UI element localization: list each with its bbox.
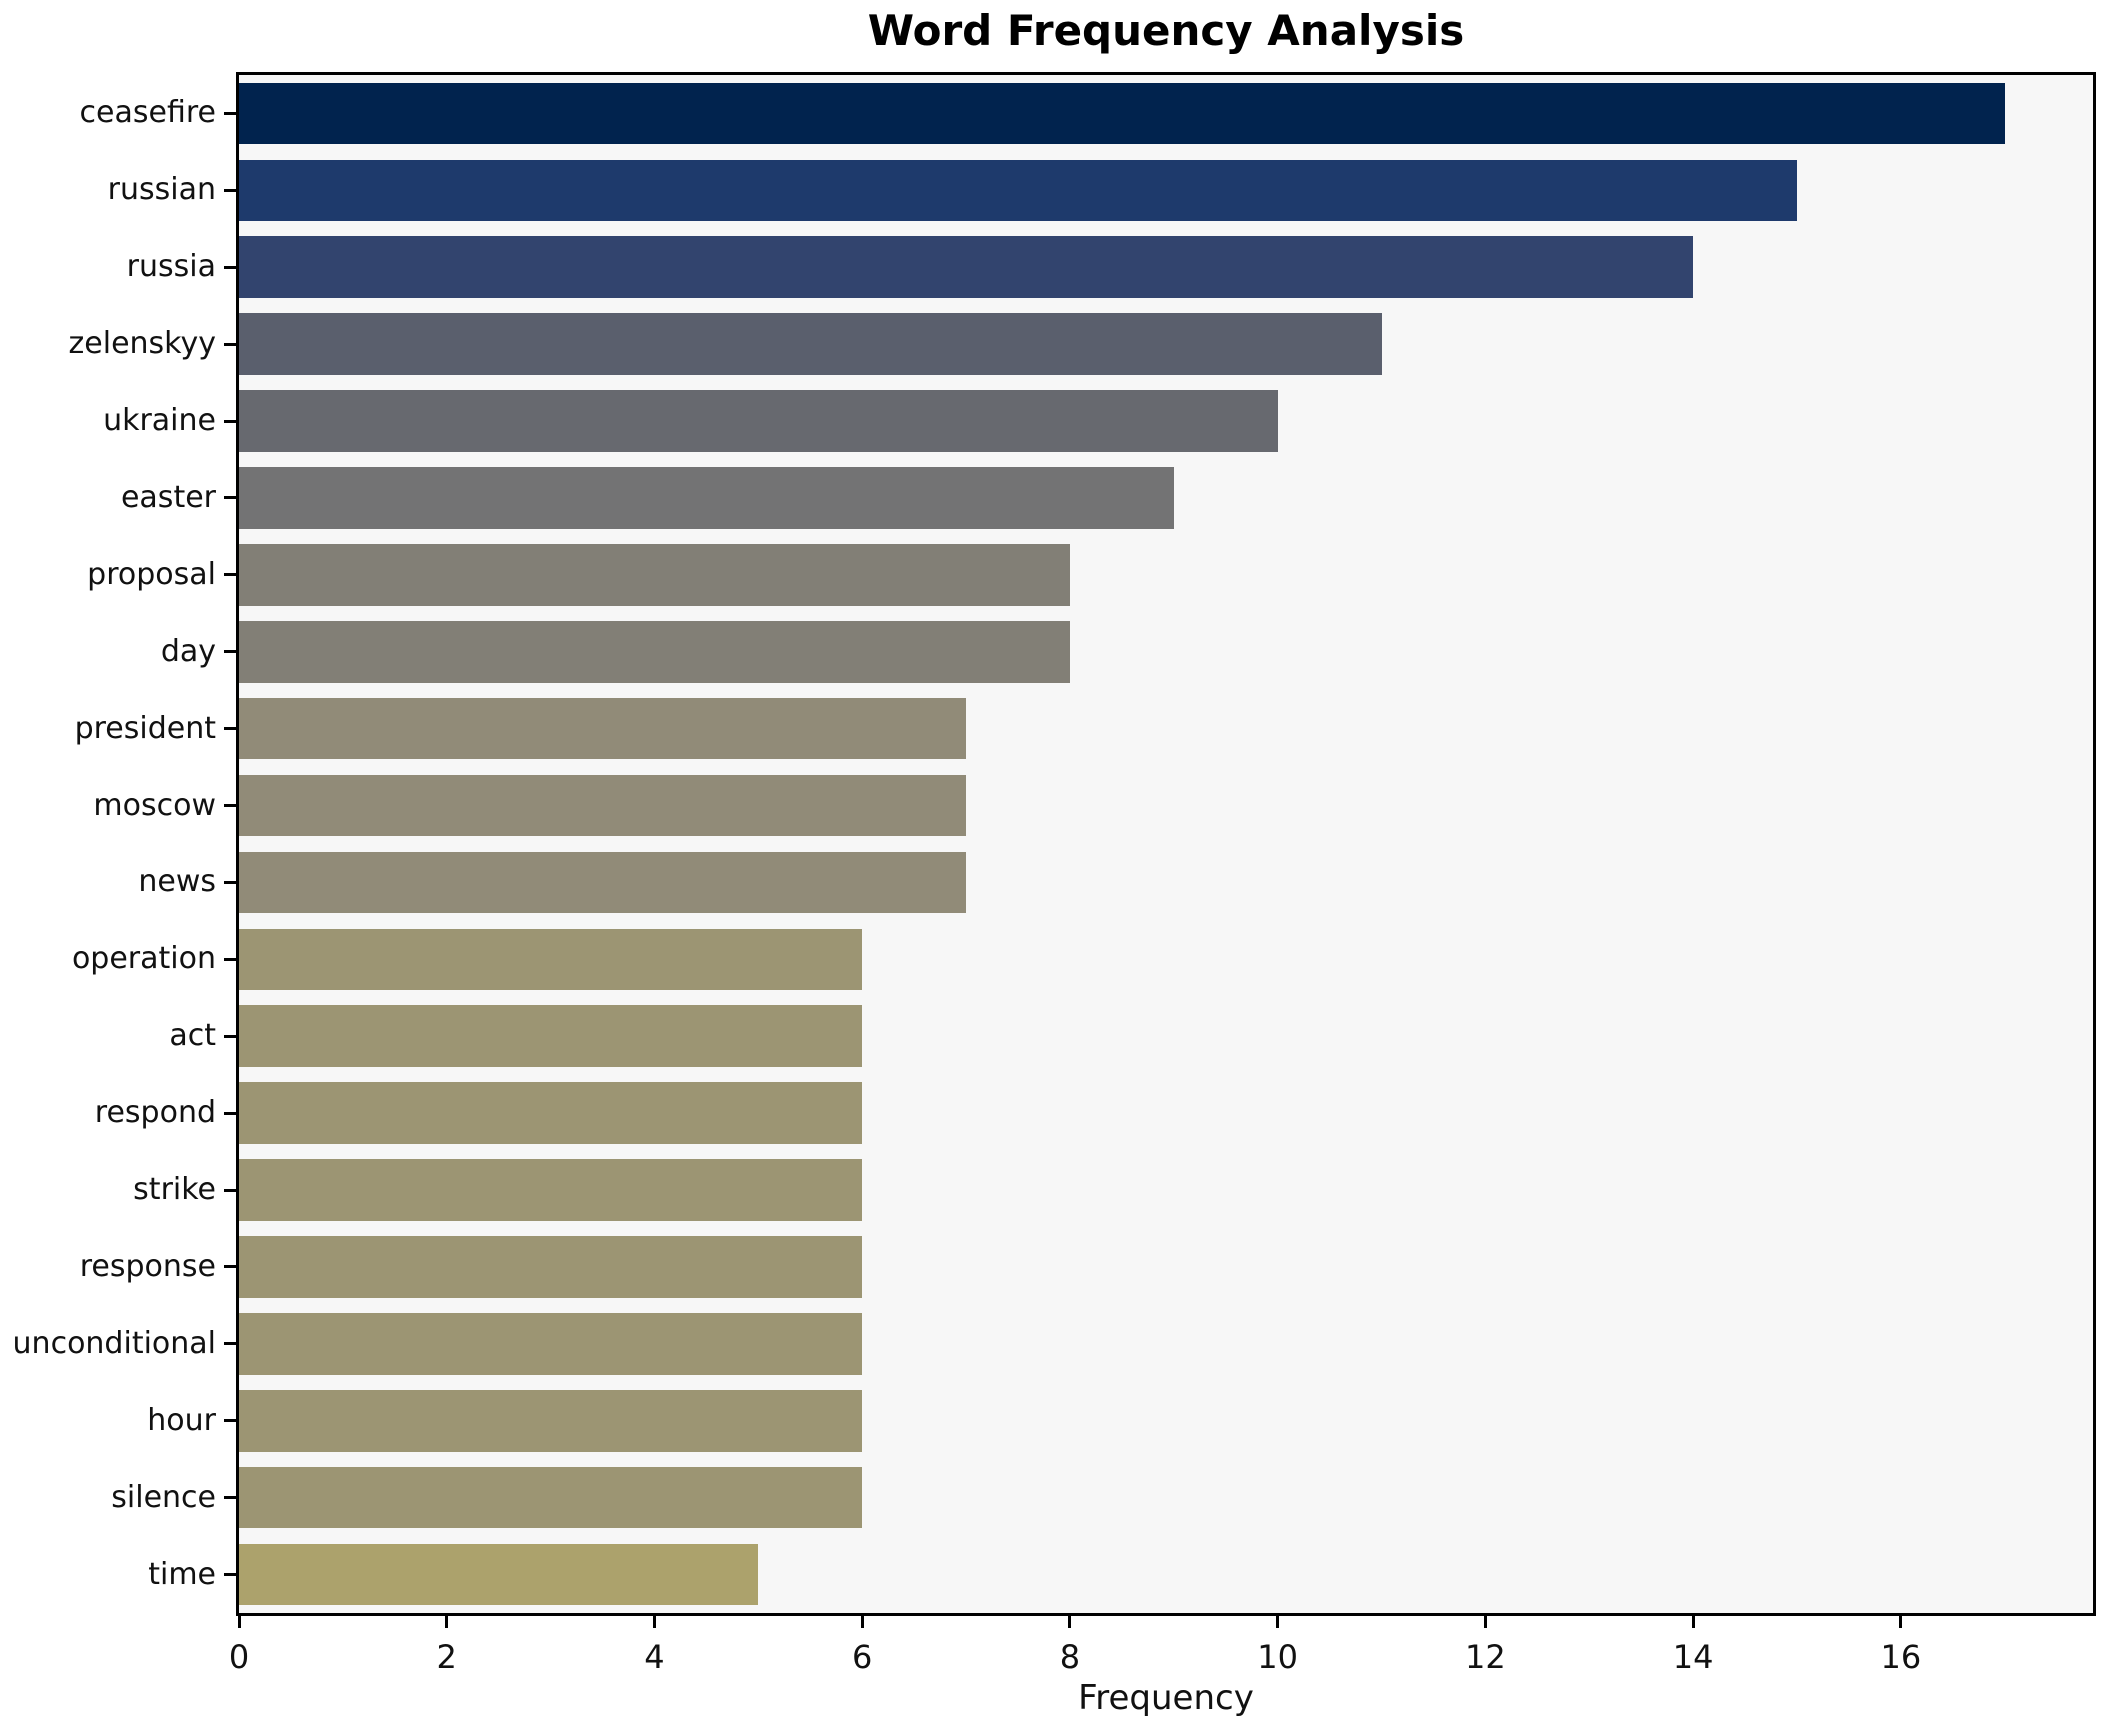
- y-tick-mark: [224, 1342, 236, 1346]
- x-tick-label-8: 8: [1059, 1638, 1081, 1676]
- y-tick-mark: [224, 496, 236, 500]
- y-tick-label-russian: russian: [107, 172, 216, 208]
- y-tick-mark: [224, 957, 236, 961]
- y-tick-mark: [224, 265, 236, 269]
- chart-title: Word Frequency Analysis: [867, 6, 1465, 55]
- bar-act: [239, 1005, 863, 1067]
- y-tick-mark: [224, 1419, 236, 1423]
- bar-day: [239, 620, 1070, 683]
- bar-president: [239, 697, 967, 760]
- y-tick-label-operation: operation: [71, 941, 216, 977]
- bar-response: [239, 1236, 863, 1298]
- y-tick-mark: [224, 419, 236, 423]
- y-tick-label-ceasefire: ceasefire: [79, 95, 216, 131]
- y-tick-mark: [224, 880, 236, 884]
- x-tick-label-6: 6: [852, 1638, 873, 1676]
- y-tick-label-response: response: [79, 1248, 216, 1284]
- x-tick-label-10: 10: [1257, 1638, 1298, 1676]
- bar-news: [239, 851, 967, 914]
- x-tick-mark: [860, 1616, 864, 1628]
- x-tick-mark: [1899, 1616, 1903, 1628]
- x-axis-label: Frequency: [1078, 1678, 1254, 1718]
- x-tick-mark: [652, 1616, 656, 1628]
- bar-time: [239, 1543, 759, 1606]
- y-tick-mark: [224, 1188, 236, 1192]
- y-tick-mark: [224, 342, 236, 346]
- y-tick-label-unconditional: unconditional: [12, 1325, 216, 1361]
- y-tick-mark: [224, 1573, 236, 1577]
- y-tick-label-ukraine: ukraine: [103, 403, 216, 439]
- y-tick-mark: [224, 1496, 236, 1500]
- bar-proposal: [239, 544, 1070, 606]
- x-tick-mark: [445, 1616, 449, 1628]
- x-tick-label-14: 14: [1672, 1638, 1714, 1676]
- y-tick-label-moscow: moscow: [93, 787, 216, 823]
- x-tick-label-0: 0: [228, 1638, 250, 1676]
- y-tick-mark: [224, 111, 236, 115]
- bar-ceasefire: [239, 82, 2005, 145]
- bar-operation: [239, 928, 863, 991]
- y-tick-label-act: act: [169, 1018, 216, 1054]
- y-tick-mark: [224, 573, 236, 577]
- y-tick-label-president: president: [74, 710, 216, 746]
- y-tick-label-time: time: [148, 1556, 216, 1592]
- bar-respond: [239, 1082, 863, 1144]
- y-tick-mark: [224, 1265, 236, 1269]
- x-tick-mark: [237, 1616, 241, 1628]
- y-tick-label-silence: silence: [111, 1479, 216, 1515]
- y-tick-label-easter: easter: [120, 479, 216, 515]
- bar-zelenskyy: [239, 313, 1382, 375]
- y-tick-mark: [224, 1111, 236, 1115]
- y-tick-mark: [224, 1034, 236, 1038]
- y-tick-mark: [224, 188, 236, 192]
- y-tick-mark: [224, 650, 236, 654]
- y-tick-label-day: day: [160, 633, 216, 669]
- x-tick-label-2: 2: [436, 1638, 457, 1676]
- bar-unconditional: [239, 1313, 863, 1375]
- x-tick-mark: [1691, 1616, 1695, 1628]
- bar-russia: [239, 236, 1694, 298]
- x-tick-mark: [1068, 1616, 1072, 1628]
- y-tick-mark: [224, 727, 236, 731]
- bar-strike: [239, 1159, 863, 1221]
- bar-silence: [239, 1466, 863, 1529]
- y-tick-label-hour: hour: [147, 1402, 216, 1438]
- y-tick-label-strike: strike: [133, 1172, 216, 1208]
- y-tick-label-news: news: [138, 864, 216, 900]
- y-tick-mark: [224, 804, 236, 808]
- y-tick-label-russia: russia: [126, 249, 216, 285]
- y-tick-label-zelenskyy: zelenskyy: [68, 326, 216, 362]
- y-tick-label-proposal: proposal: [87, 556, 216, 592]
- x-tick-mark: [1483, 1616, 1487, 1628]
- bar-ukraine: [239, 390, 1278, 452]
- x-tick-label-16: 16: [1880, 1638, 1922, 1676]
- x-tick-label-4: 4: [644, 1638, 665, 1676]
- x-tick-label-12: 12: [1465, 1638, 1506, 1676]
- bar-russian: [239, 159, 1797, 222]
- bar-easter: [239, 467, 1174, 529]
- bar-moscow: [239, 774, 967, 837]
- y-tick-label-respond: respond: [94, 1095, 216, 1131]
- bar-hour: [239, 1389, 863, 1452]
- x-tick-mark: [1276, 1616, 1280, 1628]
- plot-area: [236, 72, 2096, 1616]
